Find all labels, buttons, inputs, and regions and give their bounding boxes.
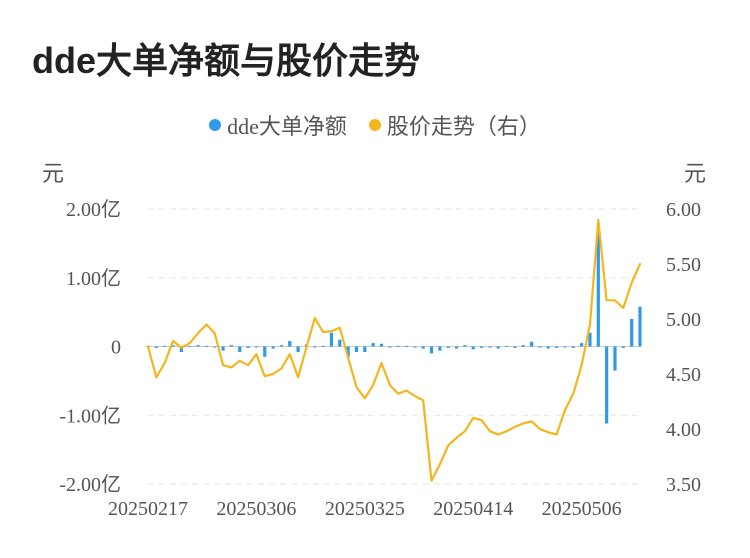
dde-bar bbox=[580, 343, 584, 347]
dde-bar bbox=[188, 345, 192, 347]
dde-bar bbox=[254, 346, 259, 348]
dde-bar bbox=[513, 346, 517, 348]
dde-bar bbox=[363, 346, 367, 352]
dde-bar bbox=[163, 345, 167, 347]
dde-bar bbox=[621, 346, 625, 348]
dde-bar bbox=[454, 346, 459, 349]
dde-bar bbox=[404, 345, 409, 347]
y-left-tick-label: 0 bbox=[111, 337, 121, 359]
legend-item-price[interactable]: 股价走势（右） bbox=[368, 109, 541, 141]
y-left-tick-label: -2.00亿 bbox=[59, 473, 121, 496]
y-left-tick-label: -1.00亿 bbox=[59, 404, 121, 427]
dde-bar bbox=[171, 345, 175, 347]
dde-bar bbox=[446, 346, 450, 348]
dde-bar bbox=[221, 346, 225, 351]
chart-title: dde大单净额与股价走势 bbox=[32, 40, 421, 81]
bar-series bbox=[146, 226, 642, 424]
x-tick-label: 20250414 bbox=[433, 498, 513, 520]
dde-bar bbox=[479, 346, 484, 348]
dde-bar bbox=[504, 345, 509, 347]
dde-bar bbox=[388, 346, 392, 348]
price-line bbox=[146, 218, 642, 482]
legend-item-dde[interactable]: dde大单净额 bbox=[209, 109, 347, 141]
y-right-tick-label: 4.50 bbox=[666, 364, 701, 386]
y-right-tick-label: 5.00 bbox=[666, 309, 701, 331]
x-tick-label: 20250306 bbox=[216, 498, 296, 520]
axis-labels: 2.00亿 1.00亿 0 -1.00亿 -2.00亿 6.00 5.50 5.00 4.50 4… bbox=[59, 198, 701, 520]
dde-bar bbox=[196, 345, 200, 347]
dde-bar bbox=[413, 346, 417, 348]
dde-bar bbox=[229, 345, 233, 347]
dde-bar bbox=[529, 341, 534, 347]
dde-bar bbox=[421, 346, 425, 349]
legend-label: dde大单净额 bbox=[227, 114, 347, 139]
dde-bar bbox=[463, 345, 467, 347]
dde-bar bbox=[630, 319, 634, 347]
dde-bar bbox=[329, 332, 334, 347]
line-series bbox=[146, 218, 642, 482]
y-left-tick-label: 1.00亿 bbox=[66, 267, 121, 290]
dde-bar bbox=[338, 339, 342, 347]
dde-bar bbox=[379, 343, 384, 347]
dde-bar bbox=[263, 346, 267, 357]
y-right-tick-label: 3.50 bbox=[666, 474, 701, 496]
dde-bar bbox=[296, 346, 300, 352]
legend: dde大单净额 股价走势（右） bbox=[0, 110, 750, 140]
x-tick-label: 20250506 bbox=[542, 498, 622, 520]
dde-bar bbox=[613, 346, 617, 371]
left-axis-unit: 元 bbox=[42, 161, 65, 186]
dde-bar bbox=[563, 346, 567, 348]
legend-dot-icon bbox=[368, 119, 381, 131]
legend-dot-icon bbox=[209, 119, 222, 131]
x-tick-label: 20250217 bbox=[108, 498, 188, 520]
dde-bar bbox=[596, 226, 600, 347]
dde-bar bbox=[288, 341, 292, 347]
dde-bar bbox=[429, 346, 434, 354]
y-right-tick-label: 5.50 bbox=[666, 254, 701, 276]
dde-bar bbox=[588, 332, 592, 347]
dde-bar bbox=[346, 346, 350, 357]
dde-bar bbox=[279, 345, 284, 347]
dde-bar bbox=[321, 345, 325, 347]
dde-bar bbox=[204, 345, 208, 347]
dde-bar bbox=[271, 346, 275, 349]
y-left-tick-label: 2.00亿 bbox=[66, 198, 121, 221]
y-right-tick-label: 4.00 bbox=[666, 419, 701, 441]
dde-bar bbox=[213, 346, 217, 348]
dde-bar bbox=[471, 346, 475, 350]
dde-bar bbox=[179, 346, 183, 352]
y-right-tick-label: 6.00 bbox=[666, 199, 701, 221]
dde-bar bbox=[371, 343, 375, 347]
dde-bar bbox=[154, 346, 158, 348]
dde-bar bbox=[396, 345, 400, 347]
dde-bar bbox=[605, 346, 609, 424]
dde-bar bbox=[313, 346, 317, 348]
dde-bar bbox=[555, 346, 559, 348]
dde-bar bbox=[238, 346, 242, 352]
dde-bar bbox=[438, 346, 442, 351]
dde-bar bbox=[538, 346, 542, 348]
dde-bar bbox=[638, 306, 642, 347]
right-axis-unit: 元 bbox=[684, 161, 707, 186]
dde-bar bbox=[546, 346, 550, 349]
dde-bar bbox=[496, 346, 500, 349]
gridlines bbox=[148, 208, 640, 485]
dde-bar bbox=[571, 346, 575, 348]
x-tick-label: 20250325 bbox=[325, 498, 405, 520]
legend-label: 股价走势（右） bbox=[386, 114, 541, 139]
dde-bar bbox=[488, 346, 492, 348]
dde-bar bbox=[521, 345, 525, 347]
dde-bar bbox=[246, 346, 250, 348]
dde-bar bbox=[354, 346, 359, 352]
